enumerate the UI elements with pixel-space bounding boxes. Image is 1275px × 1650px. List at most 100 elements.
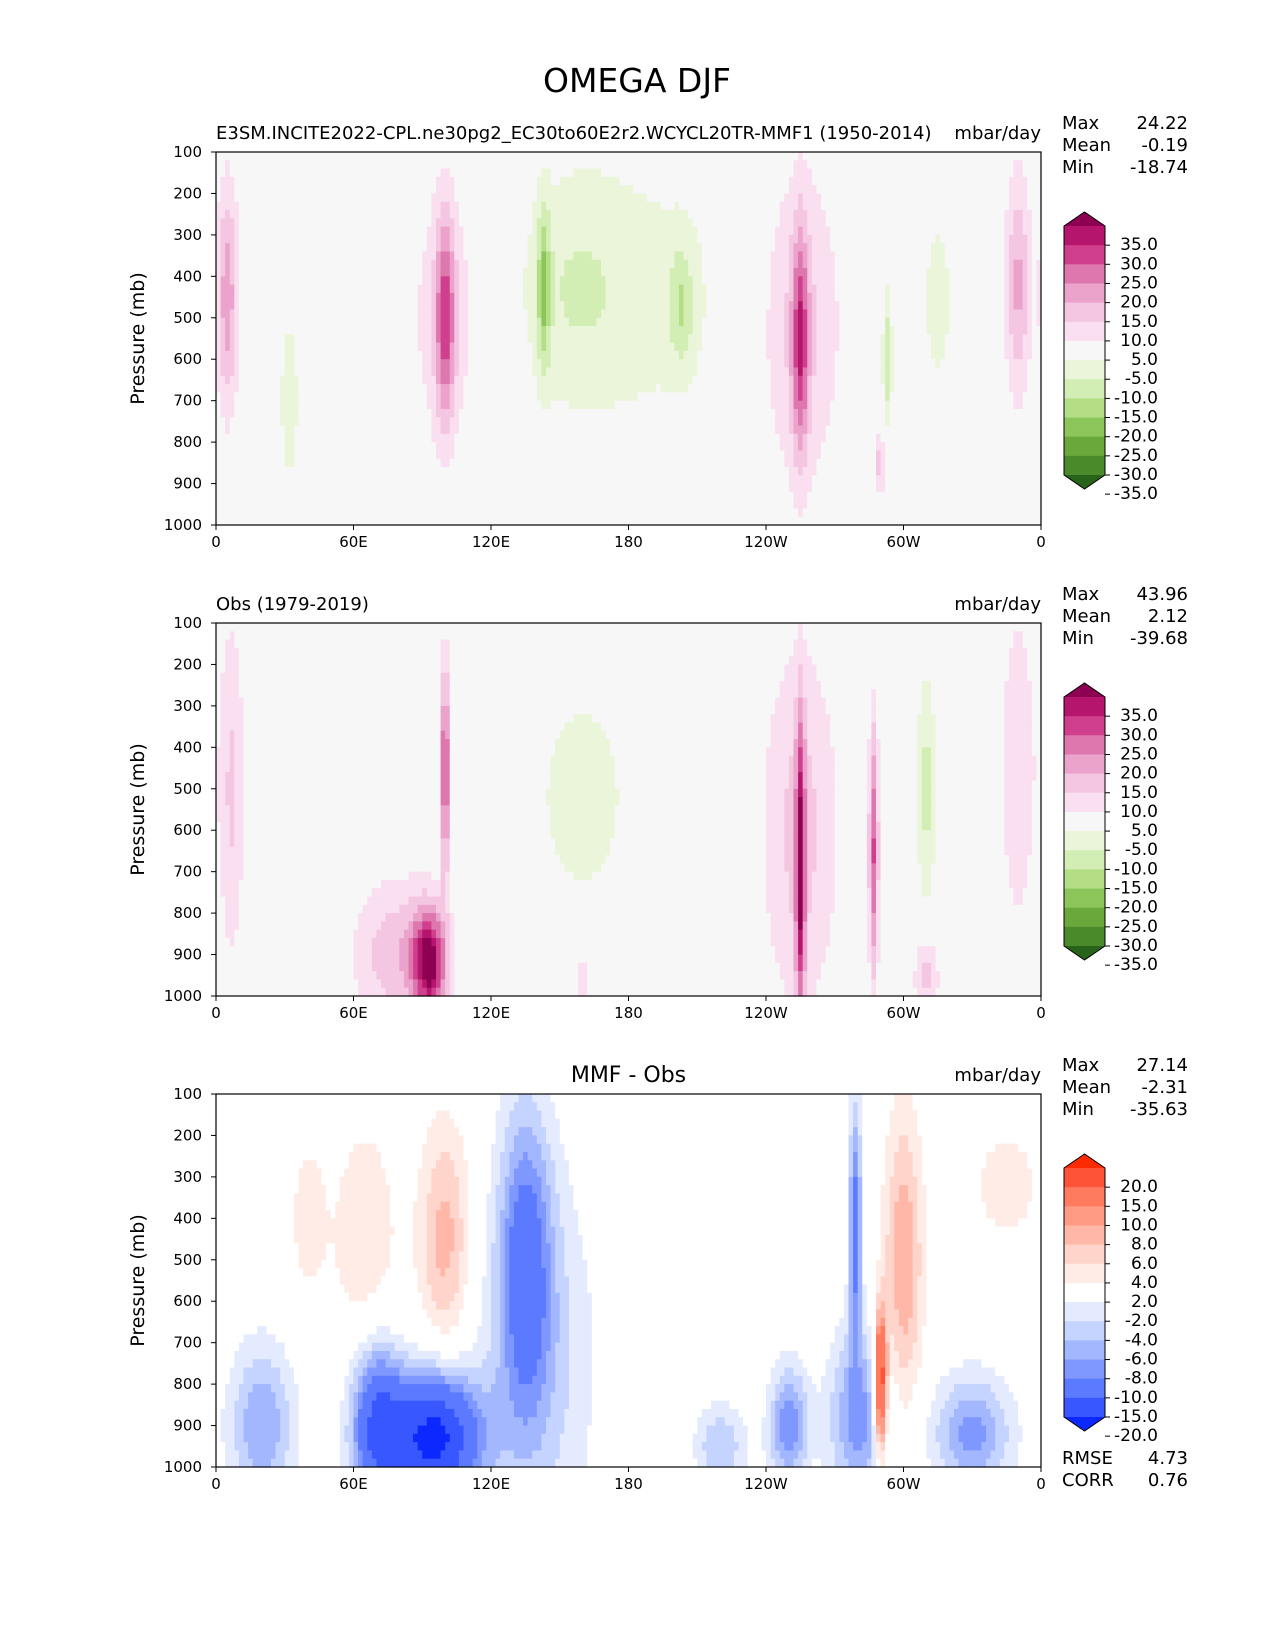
heatmap-cell (826, 285, 831, 294)
heatmap-cell (908, 169, 913, 178)
heatmap-cell (876, 368, 881, 377)
heatmap-cell (679, 334, 684, 343)
heatmap-cell (468, 235, 473, 244)
heatmap-cell (221, 351, 226, 360)
heatmap-cell (899, 368, 904, 377)
heatmap-cell (853, 301, 858, 310)
heatmap-cell (532, 334, 537, 343)
heatmap-cell (761, 285, 766, 294)
heatmap-cell (670, 276, 675, 285)
heatmap-cell (642, 202, 647, 211)
heatmap-cell (904, 210, 909, 219)
heatmap-cell (922, 152, 927, 161)
heatmap-cell (560, 260, 565, 269)
heatmap-cell (308, 334, 313, 343)
heatmap-cell (546, 235, 551, 244)
heatmap-cell (766, 193, 771, 202)
heatmap-cell (638, 285, 643, 294)
heatmap-cell (1004, 235, 1009, 244)
heatmap-cell (266, 376, 271, 385)
heatmap-cell (697, 318, 702, 327)
heatmap-cell (244, 152, 249, 161)
heatmap-cell (468, 285, 473, 294)
heatmap-cell (390, 285, 395, 294)
heatmap-cell (454, 235, 459, 244)
heatmap-cell (739, 260, 744, 269)
heatmap-cell (528, 376, 533, 385)
heatmap-cell (519, 218, 524, 227)
heatmap-cell (413, 260, 418, 269)
heatmap-cell (289, 152, 294, 161)
heatmap-cell (766, 359, 771, 368)
heatmap-cell (775, 218, 780, 227)
heatmap-cell (794, 285, 799, 294)
heatmap-cell (853, 193, 858, 202)
heatmap-cell (959, 193, 964, 202)
heatmap-cell (894, 227, 899, 236)
heatmap-cell (239, 343, 244, 352)
heatmap-cell (959, 334, 964, 343)
heatmap-cell (331, 301, 336, 310)
heatmap-cell (500, 309, 505, 318)
heatmap-cell (844, 185, 849, 194)
heatmap-cell (826, 301, 831, 310)
heatmap-cell (574, 160, 579, 169)
heatmap-cell (610, 309, 615, 318)
heatmap-cell (491, 235, 496, 244)
heatmap-cell (881, 210, 886, 219)
heatmap-cell (496, 368, 501, 377)
heatmap-cell (720, 210, 725, 219)
heatmap-cell (931, 301, 936, 310)
heatmap-cell (482, 177, 487, 186)
heatmap-cell (752, 368, 757, 377)
heatmap-cell (917, 343, 922, 352)
heatmap-cell (917, 285, 922, 294)
heatmap-cell (904, 268, 909, 277)
heatmap-cell (968, 210, 973, 219)
heatmap-cell (734, 193, 739, 202)
heatmap-cell (468, 343, 473, 352)
heatmap-cell (225, 293, 230, 302)
heatmap-cell (331, 235, 336, 244)
heatmap-cell (335, 202, 340, 211)
heatmap-cell (321, 268, 326, 277)
heatmap-cell (390, 351, 395, 360)
heatmap-cell (418, 251, 423, 260)
heatmap-cell (629, 177, 634, 186)
heatmap-cell (225, 268, 230, 277)
heatmap-cell (317, 309, 322, 318)
heatmap-cell (1018, 160, 1023, 169)
heatmap-cell (596, 243, 601, 252)
heatmap-cell (890, 185, 895, 194)
heatmap-cell (949, 368, 954, 377)
heatmap-cell (752, 309, 757, 318)
heatmap-cell (482, 343, 487, 352)
heatmap-cell (615, 202, 620, 211)
heatmap-cell (308, 202, 313, 211)
heatmap-cell (922, 160, 927, 169)
heatmap-cell (289, 227, 294, 236)
heatmap-cell (532, 177, 537, 186)
heatmap-cell (991, 268, 996, 277)
heatmap-cell (340, 152, 345, 161)
heatmap-cell (913, 193, 918, 202)
heatmap-cell (574, 177, 579, 186)
heatmap-cell (253, 185, 258, 194)
heatmap-cell (986, 202, 991, 211)
heatmap-cell (981, 193, 986, 202)
heatmap-cell (578, 193, 583, 202)
heatmap-cell (436, 227, 441, 236)
heatmap-cell (871, 177, 876, 186)
heatmap-cell (583, 268, 588, 277)
heatmap-cell (1032, 193, 1037, 202)
heatmap-cell (303, 152, 308, 161)
heatmap-cell (940, 218, 945, 227)
heatmap-cell (523, 235, 528, 244)
heatmap-cell (473, 235, 478, 244)
heatmap-cell (317, 359, 322, 368)
heatmap-cell (780, 251, 785, 260)
heatmap-cell (977, 309, 982, 318)
heatmap-cell (1023, 169, 1028, 178)
heatmap-cell (404, 368, 409, 377)
heatmap-cell (844, 343, 849, 352)
